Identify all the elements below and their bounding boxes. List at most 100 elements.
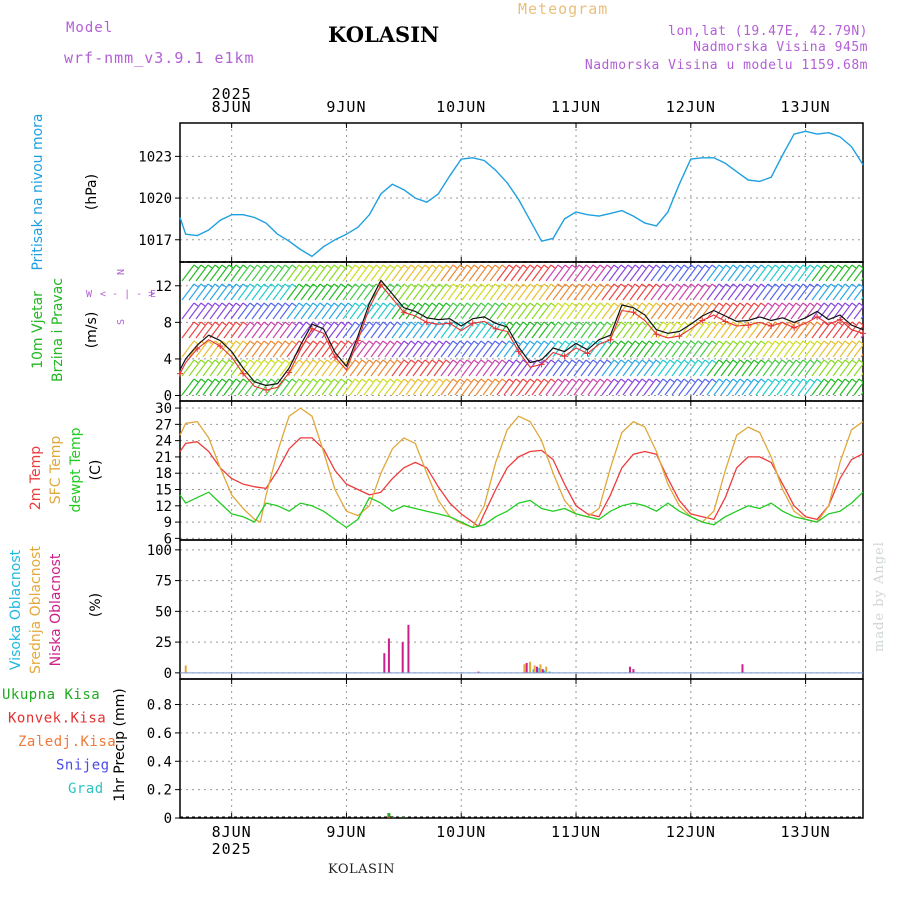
wind-barb-flag xyxy=(543,340,549,345)
wind-barb-flag xyxy=(774,359,780,364)
wind-barb xyxy=(244,283,258,301)
wind-barb-flag xyxy=(830,359,836,364)
panel-precip: 0 0.2 0.4 0.6 0.8 xyxy=(147,678,864,827)
wind-barb-flag xyxy=(333,359,339,364)
wind-barb xyxy=(783,340,797,358)
wind-barb-flag xyxy=(263,283,269,288)
wind-barb-flag xyxy=(242,302,248,307)
wind-barb-flag xyxy=(284,264,290,269)
wind-barb xyxy=(678,359,692,377)
wind-barb xyxy=(769,302,783,320)
wind-barb-flag xyxy=(319,302,325,307)
wind-barb-flag xyxy=(746,283,752,288)
wind-barb-flag xyxy=(333,321,339,326)
wind-barb xyxy=(601,283,615,301)
wind-barb-flag xyxy=(788,378,794,383)
wind-barb xyxy=(468,321,482,339)
wind-barb-flag xyxy=(858,378,863,383)
wind-barb-flag xyxy=(718,359,724,364)
model-label: Model xyxy=(66,20,114,36)
y-tick-label-temperature: 12 xyxy=(155,499,172,515)
wind-barb-flag xyxy=(634,378,640,383)
wind-barb-flag xyxy=(305,321,311,326)
wind-barb-flag xyxy=(606,264,612,269)
wind-barb xyxy=(622,264,636,282)
y-tick-label-precip: 0 xyxy=(164,811,172,827)
x-tick-label-top: 11JUN xyxy=(551,98,601,116)
wind-barb-flag xyxy=(802,340,808,345)
wind-barb xyxy=(426,302,440,320)
wind-barb-flag xyxy=(837,359,843,364)
wind-barb xyxy=(706,359,720,377)
wind-barb-flag xyxy=(263,378,269,383)
wind-barb-flag xyxy=(704,283,710,288)
wind-barb-flag xyxy=(193,264,199,269)
wind-barb-flag xyxy=(753,378,759,383)
wind-barb xyxy=(321,283,335,301)
wind-barb-flag xyxy=(382,321,388,326)
wind-barb xyxy=(356,302,370,320)
cloud-low-ylabel: Niska Oblacnost xyxy=(48,553,64,666)
wind-barb xyxy=(300,340,314,358)
wind-barb-flag xyxy=(207,359,213,364)
wind-barb xyxy=(503,321,517,339)
wind-barb xyxy=(461,321,475,339)
wind-gust-marker xyxy=(492,325,499,332)
wind-barb-flag xyxy=(522,321,528,326)
wind-barb xyxy=(419,378,433,396)
wind-barb xyxy=(629,378,643,396)
wind-barb-flag xyxy=(837,302,843,307)
wind-barb xyxy=(384,321,398,339)
wind-barb-flag xyxy=(445,302,451,307)
wind-barb xyxy=(314,340,328,358)
wind-barb-flag xyxy=(193,359,199,364)
wind-barb xyxy=(804,340,818,358)
wind-barb xyxy=(657,378,671,396)
wind-barb xyxy=(790,340,804,358)
wind-barb xyxy=(188,378,202,396)
wind-barb xyxy=(608,340,622,358)
wind-barb-flag xyxy=(515,378,521,383)
wind-barb xyxy=(636,378,650,396)
wind-barb xyxy=(461,378,475,396)
wind-barb xyxy=(713,378,727,396)
wind-barb-flag xyxy=(347,340,353,345)
wind-barb-flag xyxy=(193,321,199,326)
precip-bar xyxy=(387,813,391,818)
wind-barb xyxy=(755,283,769,301)
wind-barb-flag xyxy=(207,283,213,288)
wind-barb-flag xyxy=(501,378,507,383)
cloud-high-ylabel: Visoka Oblacnost xyxy=(8,549,24,670)
wind-barb-flag xyxy=(522,283,528,288)
wind-barb xyxy=(307,378,321,396)
wind-barb-flag xyxy=(683,378,689,383)
wind-barb-flag xyxy=(767,302,773,307)
wind-barb xyxy=(279,283,293,301)
wind-barb xyxy=(538,283,552,301)
wind-barb-flag xyxy=(655,378,661,383)
wind-barb-flag xyxy=(389,378,395,383)
wind-barb xyxy=(349,321,363,339)
wind-barb xyxy=(279,302,293,320)
wind-barb-flag xyxy=(634,302,640,307)
wind-barb xyxy=(468,302,482,320)
wind-barb xyxy=(223,283,237,301)
wind-gust-marker xyxy=(177,370,183,377)
wind-barb xyxy=(433,340,447,358)
wind-barb-flag xyxy=(200,321,206,326)
wind-barb xyxy=(475,340,489,358)
wind-barb-flag xyxy=(214,378,220,383)
wind-barb xyxy=(314,378,328,396)
wind-barb xyxy=(657,302,671,320)
wind-barb xyxy=(524,340,538,358)
wind-barb xyxy=(454,264,468,282)
wind-barb-flag xyxy=(270,359,276,364)
wind-barb-flag xyxy=(571,378,577,383)
wind-barb xyxy=(783,378,797,396)
wind-barb xyxy=(846,264,860,282)
wind-barb xyxy=(489,264,503,282)
wind-barb xyxy=(349,283,363,301)
wind-barb xyxy=(825,340,839,358)
wind-barb-flag xyxy=(424,340,430,345)
wind-barb-flag xyxy=(823,378,829,383)
